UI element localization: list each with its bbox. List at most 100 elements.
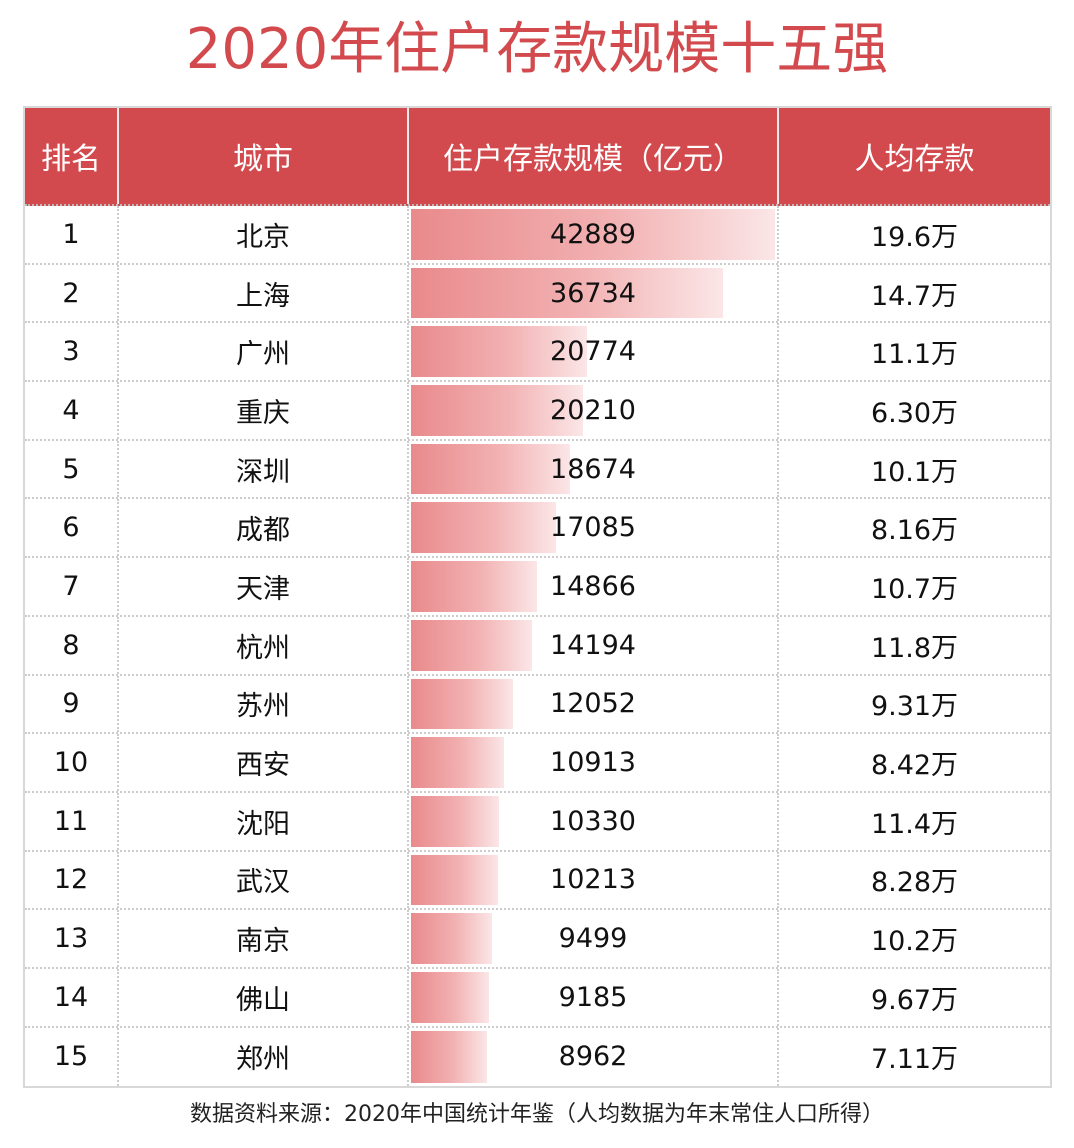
rank-cell: 14 xyxy=(25,968,119,1026)
header-rank: 排名 xyxy=(25,108,119,204)
deposit-bar xyxy=(411,737,504,788)
per-capita-cell: 19.6万 xyxy=(870,221,959,253)
deposit-bar xyxy=(411,971,489,1023)
rank-cell: 1 xyxy=(25,206,119,263)
rank-cell: 11 xyxy=(25,792,119,850)
deposit-value: 42889 xyxy=(550,218,636,250)
per-capita-cell: 9.67万 xyxy=(870,984,959,1016)
deposit-cell: 10213 xyxy=(409,851,779,909)
deposit-value: 9499 xyxy=(558,923,628,955)
city-cell: 北京 xyxy=(119,206,409,263)
rank-cell: 6 xyxy=(25,499,119,557)
deposit-value: 18674 xyxy=(550,453,636,485)
deposit-bar xyxy=(411,385,583,436)
deposit-bar xyxy=(411,913,492,964)
deposit-bar xyxy=(411,209,775,260)
table-row: 9 苏州 12052 9.31万 xyxy=(25,675,1050,735)
rank-cell: 13 xyxy=(25,910,119,967)
deposit-bar xyxy=(411,1030,488,1084)
per-capita-cell: 10.7万 xyxy=(870,573,959,605)
deposit-cell: 20774 xyxy=(409,323,779,381)
city-cell: 成都 xyxy=(119,499,409,557)
deposit-value: 9185 xyxy=(558,981,628,1013)
deposit-value: 17085 xyxy=(550,512,636,544)
table-row: 7 天津 14866 10.7万 xyxy=(25,558,1050,617)
city-cell: 杭州 xyxy=(119,616,409,674)
per-capita-cell: 11.1万 xyxy=(870,339,959,371)
table-row: 5 深圳 18674 10.1万 xyxy=(25,440,1050,500)
table-row: 2 上海 36734 14.7万 xyxy=(25,264,1050,324)
deposit-cell: 12052 xyxy=(409,675,779,733)
deposit-cell: 10330 xyxy=(409,792,779,850)
city-cell: 广州 xyxy=(119,323,409,381)
city-cell: 佛山 xyxy=(119,968,409,1026)
city-cell: 武汉 xyxy=(119,851,409,909)
deposit-cell: 20210 xyxy=(409,382,779,439)
per-capita-cell: 9.31万 xyxy=(870,691,959,723)
rank-cell: 7 xyxy=(25,558,119,615)
table-row: 15 郑州 8962 7.11万 xyxy=(25,1027,1050,1087)
per-capita-cell: 8.16万 xyxy=(870,515,959,547)
per-capita-cell: 11.8万 xyxy=(870,632,959,664)
deposit-cell: 42889 xyxy=(409,206,779,263)
deposit-bar xyxy=(411,561,538,612)
table-row: 6 成都 17085 8.16万 xyxy=(25,499,1050,559)
deposit-cell: 10913 xyxy=(409,734,779,791)
city-cell: 沈阳 xyxy=(119,792,409,850)
deposit-cell: 14194 xyxy=(409,616,779,674)
header-deposit: 住户存款规模（亿元） xyxy=(409,108,779,204)
per-capita-cell: 7.11万 xyxy=(870,1044,959,1076)
deposit-value: 10330 xyxy=(550,805,636,837)
rank-cell: 5 xyxy=(25,440,119,498)
source-note: 数据资料来源：2020年中国统计年鉴（人均数据为年末常住人口所得） xyxy=(190,1102,884,1127)
deposit-cell: 8962 xyxy=(409,1027,779,1087)
deposit-cell: 18674 xyxy=(409,440,779,498)
table-row: 8 杭州 14194 11.8万 xyxy=(25,616,1050,676)
deposit-value: 20210 xyxy=(550,394,636,426)
deposit-value: 8962 xyxy=(558,1041,628,1073)
deposit-bar xyxy=(411,267,723,319)
deposit-cell: 14866 xyxy=(409,558,779,615)
deposit-bar xyxy=(411,326,588,378)
table-row: 14 佛山 9185 9.67万 xyxy=(25,968,1050,1028)
rank-cell: 10 xyxy=(25,734,119,791)
deposit-cell: 17085 xyxy=(409,499,779,557)
city-cell: 上海 xyxy=(119,264,409,322)
deposit-value: 12052 xyxy=(550,688,636,720)
city-cell: 重庆 xyxy=(119,382,409,439)
rank-cell: 3 xyxy=(25,323,119,381)
city-cell: 苏州 xyxy=(119,675,409,733)
per-capita-cell: 6.30万 xyxy=(870,397,959,429)
rank-cell: 8 xyxy=(25,616,119,674)
deposit-value: 10213 xyxy=(550,864,636,896)
deposit-value: 10913 xyxy=(550,747,636,779)
table-row: 3 广州 20774 11.1万 xyxy=(25,323,1050,383)
rank-cell: 12 xyxy=(25,851,119,909)
per-capita-cell: 11.4万 xyxy=(870,808,959,840)
per-capita-cell: 10.1万 xyxy=(870,456,959,488)
rank-cell: 15 xyxy=(25,1027,119,1087)
table-row: 4 重庆 20210 6.30万 xyxy=(25,382,1050,441)
table-row: 12 武汉 10213 8.28万 xyxy=(25,851,1050,911)
deposit-bar xyxy=(411,502,556,554)
deposit-cell: 9499 xyxy=(409,910,779,967)
table-row: 1 北京 42889 19.6万 xyxy=(25,206,1050,265)
rank-cell: 9 xyxy=(25,675,119,733)
per-capita-cell: 8.28万 xyxy=(870,867,959,899)
header-city: 城市 xyxy=(119,108,409,204)
rank-cell: 4 xyxy=(25,382,119,439)
deposit-cell: 36734 xyxy=(409,264,779,322)
deposit-cell: 9185 xyxy=(409,968,779,1026)
table-row: 11 沈阳 10330 11.4万 xyxy=(25,792,1050,852)
city-cell: 天津 xyxy=(119,558,409,615)
deposit-bar xyxy=(411,619,532,671)
rank-cell: 2 xyxy=(25,264,119,322)
city-cell: 南京 xyxy=(119,910,409,967)
deposit-value: 20774 xyxy=(550,336,636,368)
deposit-value: 14866 xyxy=(550,570,636,602)
ranking-table: 排名 城市 住户存款规模（亿元） 人均存款 1 北京 42889 19.6万 2 … xyxy=(23,106,1052,1089)
city-cell: 郑州 xyxy=(119,1027,409,1087)
per-capita-cell: 8.42万 xyxy=(870,750,959,782)
deposit-bar xyxy=(411,678,514,730)
deposit-bar xyxy=(411,795,499,847)
